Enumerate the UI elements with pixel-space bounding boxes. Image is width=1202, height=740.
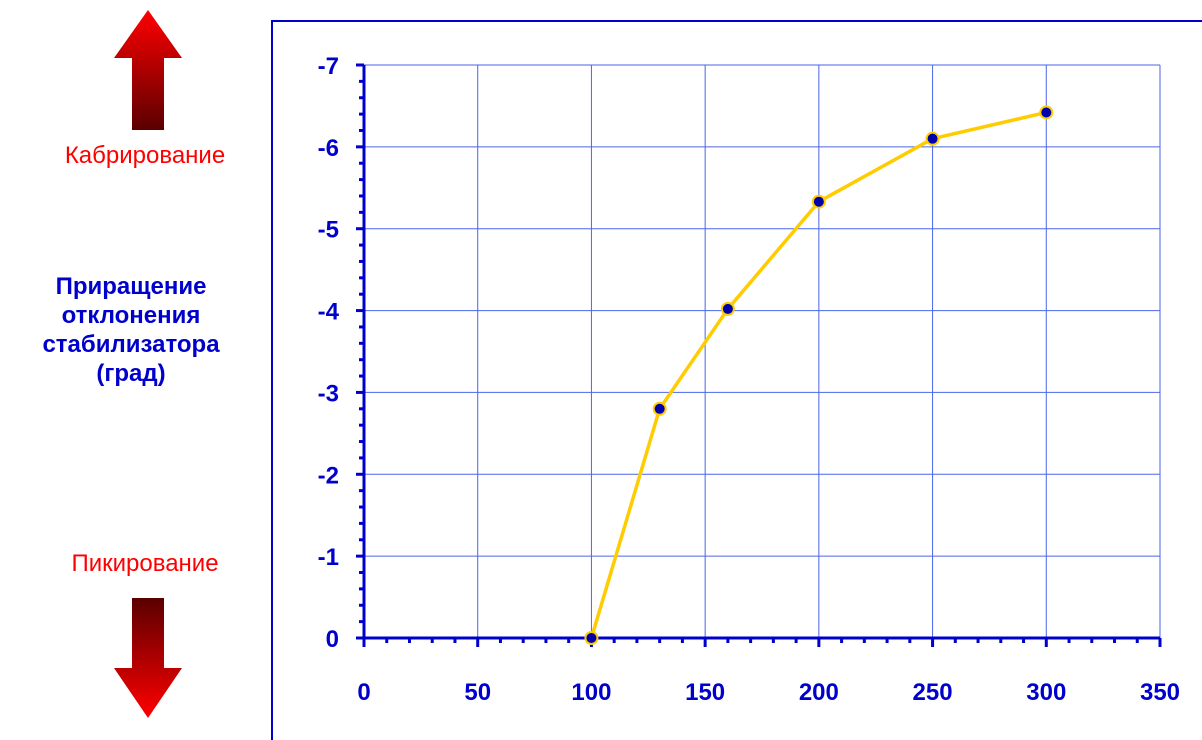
y-tick-label: -5 bbox=[318, 217, 339, 244]
data-point bbox=[652, 401, 667, 416]
x-tick-label: 350 bbox=[1140, 679, 1180, 706]
y-tick-label: -4 bbox=[318, 299, 340, 326]
y-tick-label: -1 bbox=[318, 544, 339, 571]
x-tick-label: 250 bbox=[913, 679, 953, 706]
data-point bbox=[925, 131, 940, 146]
y-tick-label: -7 bbox=[318, 53, 339, 80]
y-tick-label: -3 bbox=[318, 380, 339, 407]
plot-frame bbox=[271, 20, 1202, 740]
y-axis-label-line-1: Приращение bbox=[55, 273, 207, 300]
pitch-down-arrow-icon bbox=[114, 598, 182, 718]
y-axis-label-line-4: (град) bbox=[96, 360, 166, 387]
data-point bbox=[584, 631, 599, 645]
series-line bbox=[589, 110, 1047, 639]
x-tick-label: 300 bbox=[1026, 679, 1066, 706]
x-tick-label: 50 bbox=[464, 679, 491, 706]
pitch-up-label: Кабрирование bbox=[64, 142, 226, 169]
data-point bbox=[1039, 105, 1054, 120]
y-axis-label-line-2: отклонения bbox=[61, 302, 201, 329]
pitch-up-arrow-icon bbox=[114, 10, 182, 130]
y-tick-label: 0 bbox=[326, 626, 339, 653]
x-tick-label: 100 bbox=[571, 679, 611, 706]
y-axis-label: Приращение отклонения стабилизатора (гра… bbox=[0, 272, 262, 388]
y-tick-label: -2 bbox=[318, 462, 339, 489]
data-point bbox=[720, 301, 735, 316]
y-axis-label-line-3: стабилизатора bbox=[42, 331, 220, 358]
y-tick-label: -6 bbox=[318, 135, 339, 162]
x-tick-label: 150 bbox=[685, 679, 725, 706]
x-tick-label: 0 bbox=[357, 679, 370, 706]
x-tick-label: 200 bbox=[799, 679, 839, 706]
data-point bbox=[811, 194, 826, 209]
pitch-down-label: Пикирование bbox=[71, 550, 219, 577]
